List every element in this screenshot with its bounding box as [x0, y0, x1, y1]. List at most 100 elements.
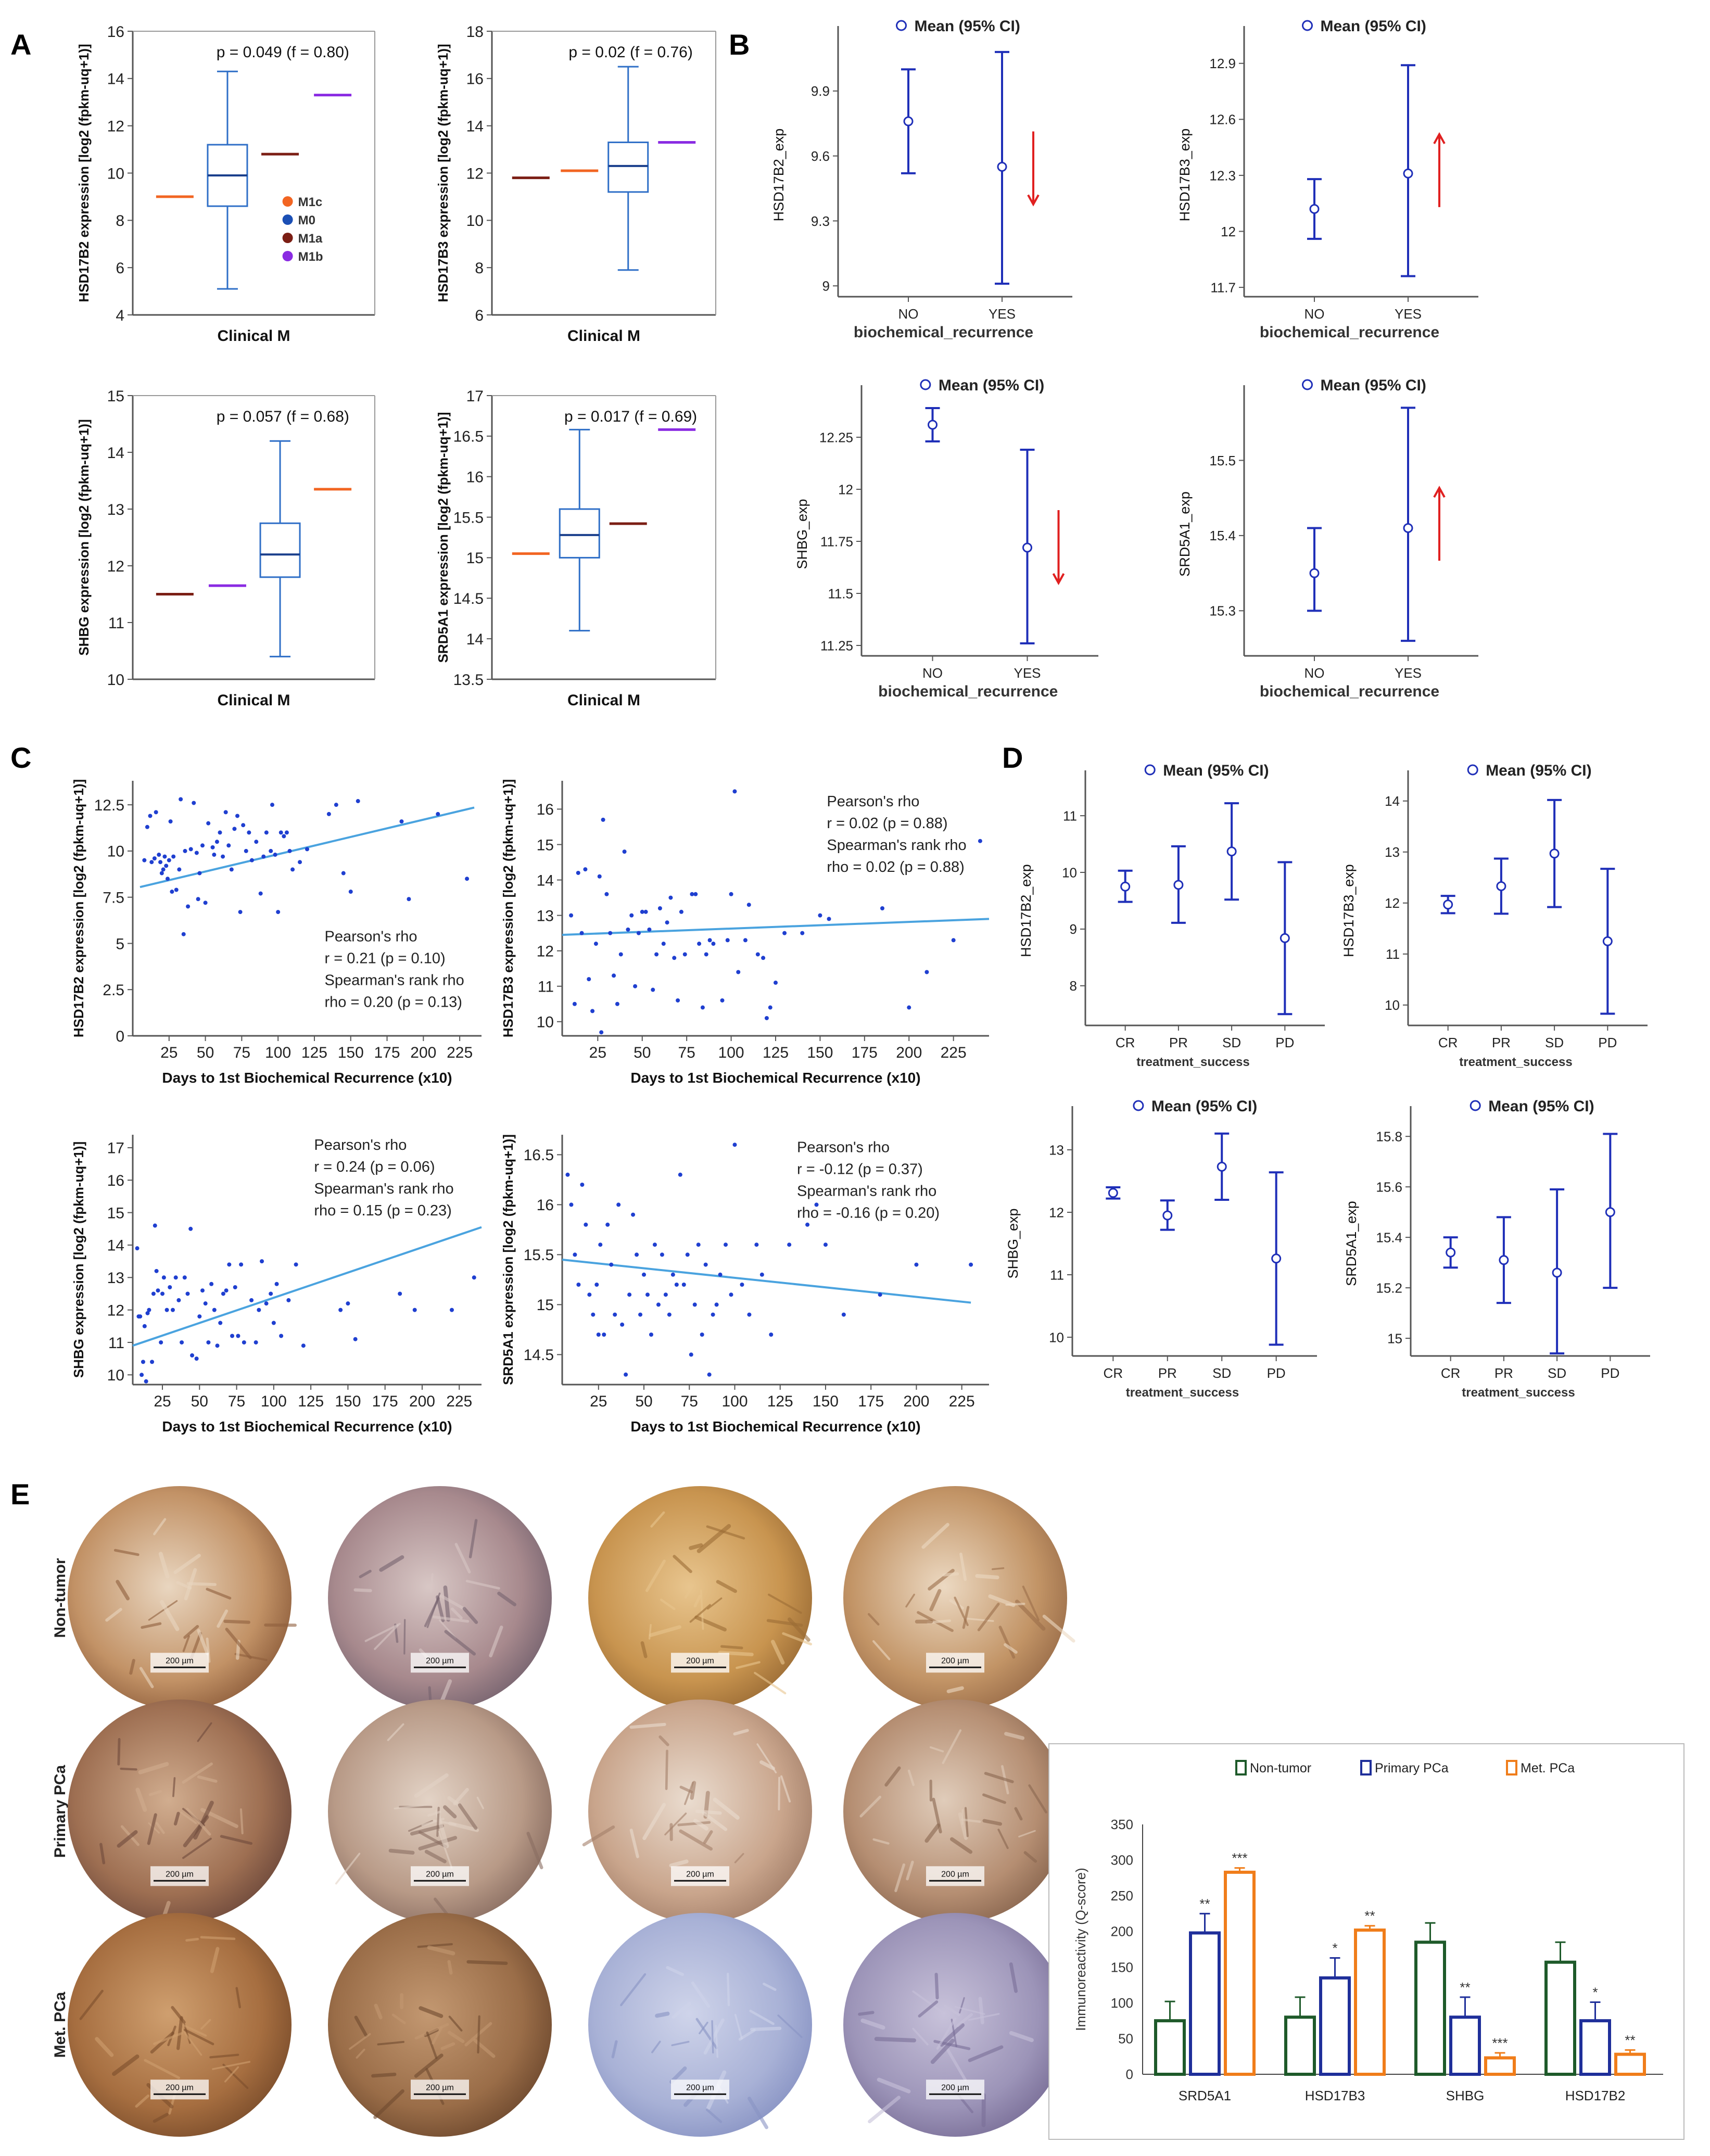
data-point: [145, 825, 149, 829]
ihc-texture-stroke: [984, 1772, 1014, 1783]
data-point: [218, 830, 222, 835]
stat-annotation-line: rho = 0.02 (p = 0.88): [827, 859, 964, 876]
mean-point: [1280, 933, 1290, 943]
ihc-texture-stroke: [424, 1849, 447, 1863]
data-point: [158, 860, 163, 865]
ihc-texture-stroke: [703, 1830, 713, 1844]
scale-bar-backdrop: [411, 2079, 469, 2100]
data-point: [711, 942, 716, 946]
ihc-texture-stroke: [158, 1552, 170, 1579]
ihc-texture-stroke: [156, 1822, 165, 1834]
ihc-texture-stroke: [1005, 1603, 1025, 1606]
x-tick-label: PR: [1158, 1365, 1177, 1381]
data-point: [196, 897, 200, 902]
data-point: [580, 1183, 585, 1187]
data-point: [754, 1242, 759, 1247]
data-point: [210, 845, 215, 849]
data-point: [670, 1272, 675, 1277]
ihc-texture-stroke: [975, 1574, 999, 1580]
y-tick-label: 2.5: [103, 982, 124, 999]
data-point: [951, 938, 956, 943]
panel-label-a: A: [10, 28, 31, 61]
data-point: [605, 1222, 610, 1227]
ihc-texture-stroke: [702, 1811, 728, 1831]
data-point: [186, 904, 191, 909]
p-value-annotation: p = 0.057 (f = 0.68): [217, 408, 349, 425]
data-point: [326, 811, 331, 816]
ihc-texture-stroke: [930, 2038, 955, 2064]
y-tick-label: 15.8: [1376, 1129, 1402, 1145]
ihc-texture-stroke: [642, 1803, 666, 1840]
bar: [1354, 1928, 1386, 2076]
box-iqr: [607, 141, 649, 193]
ihc-texture-stroke: [671, 2040, 690, 2046]
y-axis-label: SRD5A1_exp: [1177, 491, 1193, 577]
data-point: [654, 952, 659, 957]
ihc-texture-stroke: [982, 1793, 1006, 1804]
data-point: [188, 847, 193, 852]
ihc-texture-stroke: [949, 1837, 973, 1854]
data-point: [924, 970, 929, 974]
ihc-tissue-core: [328, 1913, 552, 2137]
data-point: [714, 1302, 719, 1307]
mean-point: [1403, 168, 1413, 179]
ihc-texture-stroke: [700, 1589, 704, 1630]
bar: [1414, 1941, 1446, 2076]
ihc-texture-stroke: [458, 1803, 478, 1830]
data-point: [914, 1262, 919, 1267]
y-tick-label: 13: [1385, 844, 1400, 860]
data-point: [142, 858, 147, 863]
data-point: [242, 1340, 246, 1345]
charts-layer: 4 6 8 10 12 14 16 HSD17B2 expression [log2 (fpk…: [52, 18, 1684, 2140]
ihc-texture-stroke: [448, 2031, 465, 2043]
ihc-texture-stroke: [768, 1593, 802, 1614]
legend-mean-marker: [1133, 1100, 1144, 1111]
data-point: [173, 1275, 178, 1280]
data-point: [649, 1333, 653, 1337]
data-point: [233, 1285, 237, 1289]
ihc-texture-stroke: [611, 2040, 618, 2059]
significance-marker: **: [1625, 2032, 1635, 2048]
ihc-texture-stroke: [171, 2006, 186, 2024]
data-point: [221, 854, 225, 859]
ihc-texture-stroke: [884, 1766, 901, 1787]
ihc-texture-stroke: [720, 1645, 743, 1650]
y-tick-label: 11: [1063, 808, 1077, 823]
mean-point: [1309, 568, 1320, 578]
data-point: [338, 1308, 343, 1312]
ihc-texture-stroke: [183, 2023, 191, 2044]
mean-point: [1499, 1255, 1509, 1265]
y-tick-label: 10: [1062, 865, 1077, 880]
ihc-texture-stroke: [962, 1606, 970, 1629]
ihc-texture-stroke: [225, 1628, 252, 1659]
data-point: [601, 817, 605, 822]
mean-point: [1309, 204, 1320, 214]
ihc-texture-stroke: [430, 1573, 434, 1593]
data-point: [151, 1291, 156, 1296]
data-point: [171, 854, 176, 859]
y-tick-label: 14: [1385, 793, 1400, 809]
data-point: [635, 1252, 639, 1257]
ihc-texture-stroke: [197, 1722, 212, 1742]
ihc-texture-stroke: [959, 1997, 965, 2014]
x-tick-label: 225: [941, 1044, 967, 1061]
mean-point: [997, 161, 1007, 172]
data-point: [685, 1252, 690, 1257]
data-point: [740, 1283, 744, 1287]
scale-bar-label: 200 µm: [166, 1870, 194, 1879]
ihc-texture-stroke: [711, 2020, 714, 2053]
y-tick-label: 15.4: [1209, 528, 1236, 543]
y-tick-label: 6: [475, 307, 484, 324]
data-point: [657, 906, 662, 910]
y-tick-label: 4: [116, 307, 124, 324]
data-point: [827, 917, 831, 921]
stat-annotation-line: r = -0.12 (p = 0.37): [797, 1161, 923, 1178]
ihc-texture-stroke: [220, 1835, 253, 1845]
x-tick-label: 175: [372, 1393, 398, 1410]
data-point: [254, 840, 259, 844]
ihc-texture-stroke: [934, 1972, 939, 2000]
ihc-texture-stroke: [526, 1832, 543, 1870]
stat-annotation-line: Spearman's rank rho: [827, 837, 966, 854]
ihc-texture-stroke: [936, 2018, 957, 2050]
y-tick-label: 11.25: [820, 638, 853, 653]
